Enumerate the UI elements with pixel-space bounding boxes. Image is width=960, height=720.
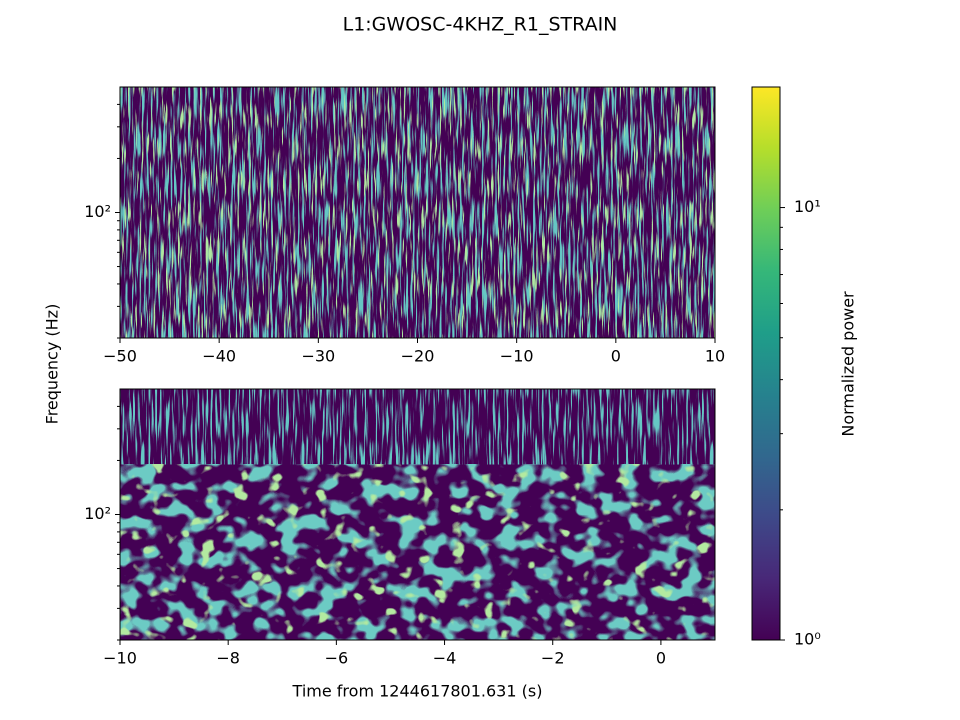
x-tick-label: −2 — [541, 649, 565, 668]
spectrogram-texture — [120, 87, 715, 338]
x-tick-label: −10 — [103, 649, 137, 668]
y-tick-label: 10² — [84, 202, 111, 221]
y-axis-label: Frequency (Hz) — [43, 304, 62, 425]
x-tick-label: −8 — [216, 649, 240, 668]
x-tick-label: 0 — [611, 347, 621, 366]
x-tick-label: −50 — [103, 347, 137, 366]
x-tick-label: 10 — [705, 347, 725, 366]
x-tick-label: −4 — [433, 649, 457, 668]
x-axis-label: Time from 1244617801.631 (s) — [292, 682, 543, 701]
x-tick-label: −10 — [500, 347, 534, 366]
colorbar-tick-label: 10¹ — [794, 197, 821, 216]
colorbar — [751, 86, 781, 641]
x-tick-label: −30 — [301, 347, 335, 366]
spectrogram-texture — [120, 464, 715, 640]
x-tick-label: −6 — [325, 649, 349, 668]
colorbar-label: Normalized power — [839, 291, 858, 437]
colorbar-tick-label: 10⁰ — [794, 630, 821, 649]
x-tick-label: −20 — [401, 347, 435, 366]
x-tick-label: −40 — [202, 347, 236, 366]
x-tick-label: 0 — [656, 649, 666, 668]
y-tick-label: 10² — [84, 504, 111, 523]
figure-title: L1:GWOSC-4KHZ_R1_STRAIN — [343, 14, 618, 36]
spectrogram-texture — [120, 389, 715, 465]
